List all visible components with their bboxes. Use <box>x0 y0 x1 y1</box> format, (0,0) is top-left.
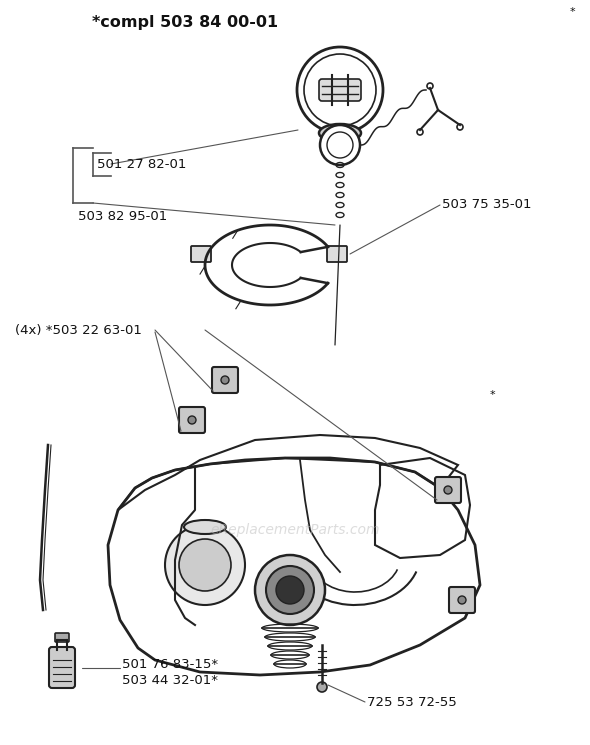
FancyBboxPatch shape <box>191 246 211 262</box>
Circle shape <box>179 539 231 591</box>
Circle shape <box>320 125 360 165</box>
Text: *: * <box>569 7 575 17</box>
Text: *compl 503 84 00-01: *compl 503 84 00-01 <box>92 14 278 30</box>
FancyBboxPatch shape <box>319 79 361 101</box>
Circle shape <box>304 54 376 126</box>
Text: 501 76 83-15*: 501 76 83-15* <box>122 659 218 671</box>
FancyBboxPatch shape <box>449 587 475 613</box>
Circle shape <box>317 682 327 692</box>
Circle shape <box>165 525 245 605</box>
Circle shape <box>327 132 353 158</box>
Circle shape <box>297 47 383 133</box>
Text: 503 75 35-01: 503 75 35-01 <box>442 198 532 212</box>
FancyBboxPatch shape <box>49 647 75 688</box>
Text: 503 82 95-01: 503 82 95-01 <box>78 211 167 224</box>
Circle shape <box>188 416 196 424</box>
FancyBboxPatch shape <box>179 407 205 433</box>
Text: eReplacementParts.com: eReplacementParts.com <box>210 523 380 537</box>
Circle shape <box>221 376 229 384</box>
Text: 725 53 72-55: 725 53 72-55 <box>367 696 457 708</box>
Text: *: * <box>490 390 496 400</box>
Text: (4x) *503 22 63-01: (4x) *503 22 63-01 <box>15 323 142 337</box>
FancyBboxPatch shape <box>435 477 461 503</box>
Ellipse shape <box>184 520 226 534</box>
FancyBboxPatch shape <box>55 633 69 642</box>
FancyBboxPatch shape <box>212 367 238 393</box>
Circle shape <box>444 486 452 494</box>
FancyBboxPatch shape <box>327 246 347 262</box>
Circle shape <box>458 596 466 604</box>
Text: 503 44 32-01*: 503 44 32-01* <box>122 673 218 686</box>
Circle shape <box>276 576 304 604</box>
Circle shape <box>266 566 314 614</box>
Text: 501 27 82-01: 501 27 82-01 <box>97 157 186 171</box>
Ellipse shape <box>325 127 355 139</box>
Ellipse shape <box>319 124 361 142</box>
Circle shape <box>255 555 325 625</box>
